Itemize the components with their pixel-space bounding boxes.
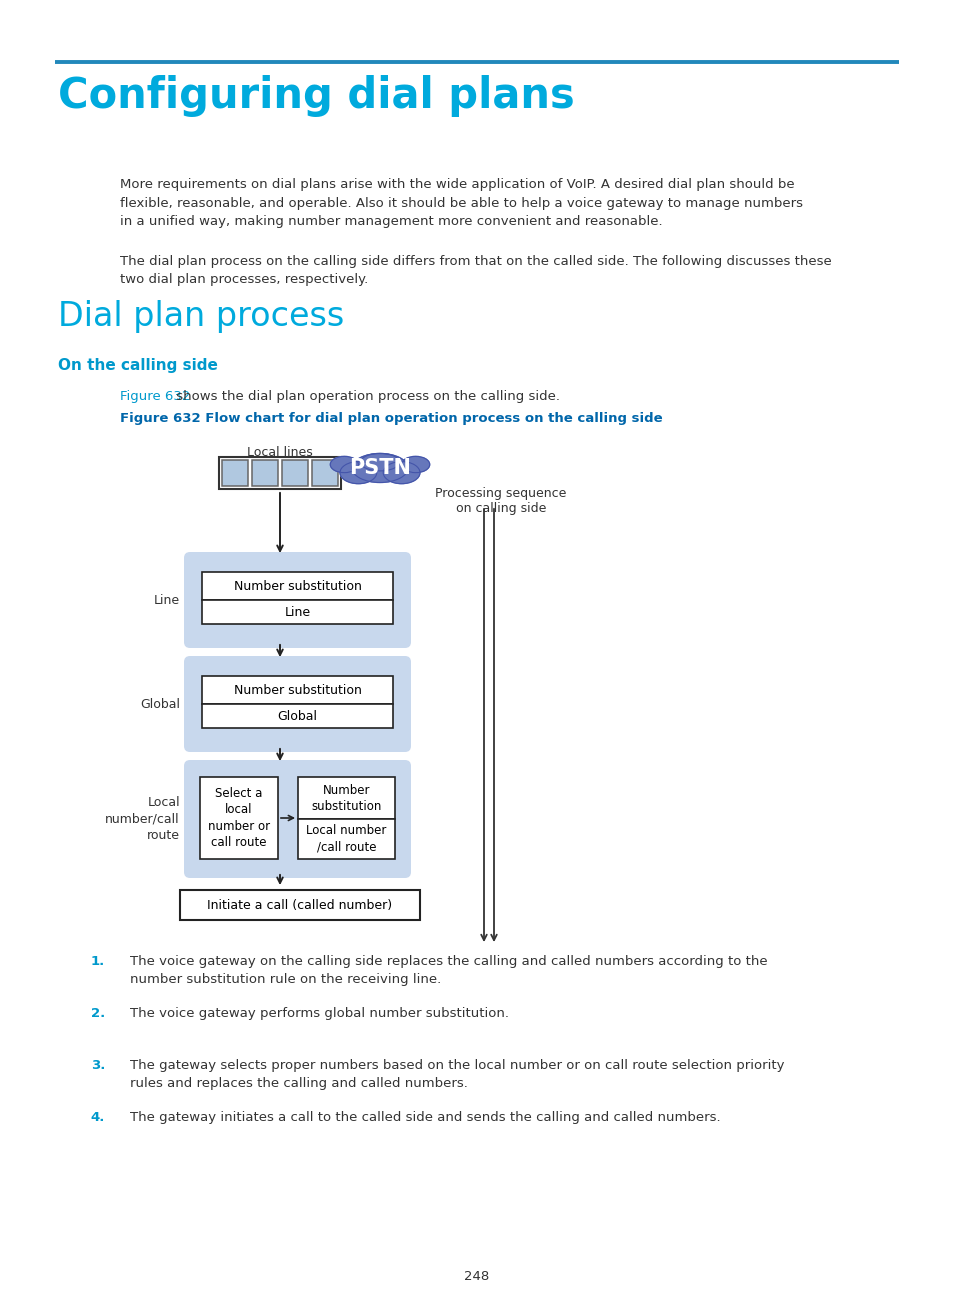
Text: Local
number/call
route: Local number/call route bbox=[105, 796, 180, 842]
Text: On the calling side: On the calling side bbox=[58, 358, 217, 373]
Text: Number
substitution: Number substitution bbox=[311, 784, 381, 813]
Text: The dial plan process on the calling side differs from that on the called side. : The dial plan process on the calling sid… bbox=[120, 255, 831, 286]
Text: Local number
/call route: Local number /call route bbox=[306, 824, 386, 854]
FancyBboxPatch shape bbox=[282, 460, 308, 486]
Text: Line: Line bbox=[284, 605, 311, 618]
Ellipse shape bbox=[352, 454, 408, 482]
Text: Local lines: Local lines bbox=[247, 446, 313, 459]
Text: The gateway initiates a call to the called side and sends the calling and called: The gateway initiates a call to the call… bbox=[130, 1111, 720, 1124]
Text: 248: 248 bbox=[464, 1270, 489, 1283]
FancyBboxPatch shape bbox=[180, 890, 419, 920]
Text: Configuring dial plans: Configuring dial plans bbox=[58, 75, 574, 117]
Text: PSTN: PSTN bbox=[349, 457, 411, 478]
Ellipse shape bbox=[330, 456, 358, 473]
Text: 4.: 4. bbox=[91, 1111, 105, 1124]
FancyBboxPatch shape bbox=[312, 460, 337, 486]
Text: Number substitution: Number substitution bbox=[233, 683, 361, 696]
FancyBboxPatch shape bbox=[297, 778, 395, 819]
Text: 1.: 1. bbox=[91, 955, 105, 968]
FancyBboxPatch shape bbox=[184, 552, 411, 648]
Ellipse shape bbox=[360, 454, 399, 470]
Text: Global: Global bbox=[140, 697, 180, 710]
Text: Figure 632 Flow chart for dial plan operation process on the calling side: Figure 632 Flow chart for dial plan oper… bbox=[120, 412, 662, 425]
Text: Dial plan process: Dial plan process bbox=[58, 299, 344, 333]
Text: Initiate a call (called number): Initiate a call (called number) bbox=[207, 898, 392, 911]
FancyBboxPatch shape bbox=[200, 778, 277, 859]
FancyBboxPatch shape bbox=[252, 460, 277, 486]
Text: Select a
local
number or
call route: Select a local number or call route bbox=[208, 787, 270, 849]
Ellipse shape bbox=[339, 461, 376, 483]
FancyBboxPatch shape bbox=[202, 704, 393, 728]
Text: 3.: 3. bbox=[91, 1059, 105, 1072]
FancyBboxPatch shape bbox=[202, 600, 393, 623]
Text: Figure 632: Figure 632 bbox=[120, 390, 191, 403]
Text: 2.: 2. bbox=[91, 1007, 105, 1020]
Ellipse shape bbox=[401, 456, 429, 473]
Text: Global: Global bbox=[277, 709, 317, 722]
Text: Processing sequence
on calling side: Processing sequence on calling side bbox=[435, 487, 566, 515]
FancyBboxPatch shape bbox=[202, 677, 393, 704]
FancyBboxPatch shape bbox=[297, 819, 395, 859]
Text: The voice gateway performs global number substitution.: The voice gateway performs global number… bbox=[130, 1007, 509, 1020]
FancyBboxPatch shape bbox=[184, 656, 411, 752]
Text: Number substitution: Number substitution bbox=[233, 579, 361, 592]
Ellipse shape bbox=[383, 461, 419, 483]
FancyBboxPatch shape bbox=[202, 572, 393, 600]
Text: The voice gateway on the calling side replaces the calling and called numbers ac: The voice gateway on the calling side re… bbox=[130, 955, 767, 986]
Text: shows the dial plan operation process on the calling side.: shows the dial plan operation process on… bbox=[172, 390, 559, 403]
Text: The gateway selects proper numbers based on the local number or on call route se: The gateway selects proper numbers based… bbox=[130, 1059, 783, 1090]
FancyBboxPatch shape bbox=[222, 460, 248, 486]
Text: More requirements on dial plans arise with the wide application of VoIP. A desir: More requirements on dial plans arise wi… bbox=[120, 178, 802, 228]
FancyBboxPatch shape bbox=[184, 759, 411, 877]
Text: Line: Line bbox=[153, 594, 180, 607]
